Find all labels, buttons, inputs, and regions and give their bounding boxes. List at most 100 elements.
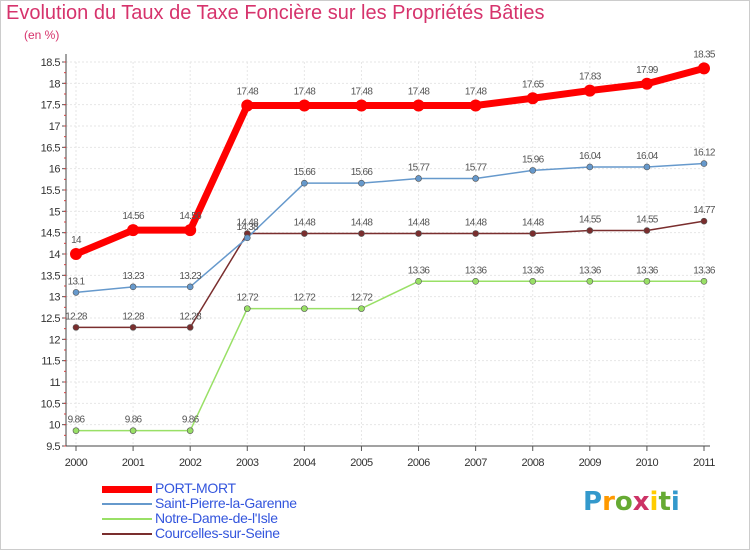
data-point <box>241 99 254 112</box>
data-point <box>355 99 368 112</box>
data-label: 15.77 <box>465 162 488 173</box>
data-label: 12.28 <box>179 311 202 322</box>
data-label: 9.86 <box>182 415 200 426</box>
legend-swatch <box>102 518 152 520</box>
gridlines <box>66 61 706 447</box>
x-tick-label: 2004 <box>293 457 316 469</box>
data-point <box>643 227 651 234</box>
y-tick-label: 12 <box>49 334 61 346</box>
data-label: 14.56 <box>179 211 202 222</box>
y-tick-label: 18 <box>49 78 61 90</box>
logo-letter: x <box>632 487 650 517</box>
data-label: 9.86 <box>125 415 143 426</box>
data-label: 15.66 <box>294 167 317 178</box>
logo-letter: t <box>658 487 671 517</box>
data-label: 9.86 <box>68 415 86 426</box>
data-label: 13.36 <box>636 265 659 276</box>
data-point <box>586 227 594 234</box>
y-axis-unit-label: (en %) <box>24 28 60 42</box>
x-tick-label: 2006 <box>407 457 430 469</box>
legend-label: Courcelles-sur-Seine <box>155 525 280 541</box>
logo-letter: r <box>602 487 615 517</box>
y-tick-label: 11.5 <box>41 356 60 368</box>
x-tick-label: 2011 <box>693 457 715 469</box>
x-tick-label: 2000 <box>65 457 88 469</box>
data-point <box>529 230 537 237</box>
x-tick-label: 2002 <box>179 457 202 469</box>
data-label: 14.48 <box>294 218 317 229</box>
data-point <box>698 62 710 75</box>
data-point <box>129 283 137 291</box>
y-tick-label: 14 <box>49 249 61 261</box>
data-point <box>469 99 482 112</box>
data-point <box>72 289 80 296</box>
data-point <box>301 305 308 312</box>
data-point <box>70 248 82 260</box>
y-tick-label: 10 <box>49 420 61 432</box>
data-label: 13.36 <box>579 265 602 276</box>
data-point <box>186 283 194 291</box>
data-point <box>586 278 594 285</box>
logo-letter: o <box>614 487 633 517</box>
data-point <box>700 160 708 167</box>
data-point <box>129 427 137 434</box>
data-point <box>412 99 425 112</box>
proxiti-logo: Proxiti <box>583 487 680 517</box>
data-label: 12.28 <box>122 311 145 322</box>
data-point <box>358 179 365 187</box>
data-label: 13.36 <box>408 265 431 276</box>
data-label: 15.96 <box>522 154 545 165</box>
y-tick-label: 9.5 <box>46 441 60 453</box>
data-point <box>301 179 308 187</box>
y-tick-label: 12.5 <box>41 313 61 325</box>
data-point <box>529 278 537 285</box>
data-label: 17.48 <box>465 87 488 98</box>
data-point <box>529 167 537 174</box>
data-label: 17.99 <box>636 65 659 76</box>
data-label: 16.04 <box>579 151 602 162</box>
legend-swatch <box>102 485 152 493</box>
series-line-3 <box>75 220 705 329</box>
data-label: 17.83 <box>579 72 602 83</box>
x-tick-label: 2009 <box>579 457 602 469</box>
data-point <box>129 324 137 331</box>
y-tick-label: 15 <box>49 206 61 218</box>
data-point <box>700 217 708 225</box>
legend-label: Notre-Dame-de-l'Isle <box>155 510 278 526</box>
y-tick-label: 16.5 <box>41 142 61 154</box>
line-chart: 9.5 10 10.5 11 11.5 12 12.5 13 13.5 14 14.5 15 15.5 1… <box>41 49 717 469</box>
axes <box>65 54 710 447</box>
data-point <box>415 278 422 285</box>
data-label: 15.77 <box>408 162 431 173</box>
data-label: 17.48 <box>408 87 431 98</box>
data-label: 14.48 <box>351 218 374 229</box>
y-tick-label: 18.5 <box>41 57 61 69</box>
data-point <box>243 305 251 312</box>
data-point <box>301 230 308 237</box>
series-line-0 <box>72 64 708 258</box>
x-tick-label: 2010 <box>636 457 659 469</box>
data-label: 12.72 <box>294 293 317 304</box>
chart-title: Evolution du Taux de Taxe Foncière sur l… <box>6 2 545 24</box>
data-point <box>72 427 80 434</box>
data-point <box>358 230 365 237</box>
y-tick-label: 13 <box>49 292 61 304</box>
data-label: 12.28 <box>65 311 88 322</box>
x-tick-label: 2008 <box>521 457 544 469</box>
logo-letter: i <box>670 487 680 517</box>
data-label: 14.38 <box>237 222 260 233</box>
y-tick-label: 16 <box>49 164 61 176</box>
data-point <box>643 163 651 171</box>
data-label: 13.36 <box>693 265 716 276</box>
data-label: 13.23 <box>179 271 202 282</box>
data-label: 17.48 <box>294 87 317 98</box>
data-label: 17.65 <box>522 79 545 90</box>
series-line-2 <box>75 280 705 432</box>
x-tick-label: 2007 <box>464 457 487 469</box>
y-tick-label: 10.5 <box>41 398 61 410</box>
legend-swatch <box>102 533 152 535</box>
legend-label: Saint-Pierre-la-Garenne <box>155 495 297 511</box>
data-point <box>184 224 197 237</box>
data-label: 14.48 <box>408 218 431 229</box>
data-point <box>415 175 422 182</box>
